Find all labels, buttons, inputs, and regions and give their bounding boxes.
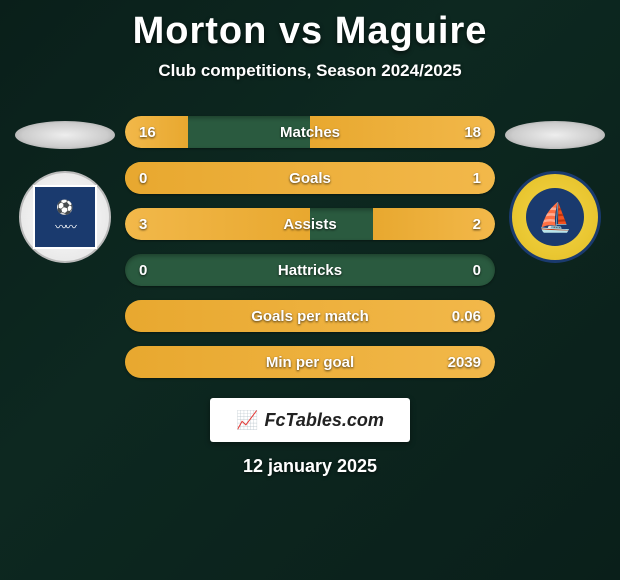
bar-left [125, 116, 188, 148]
chart-icon: 📈 [236, 410, 258, 431]
stat-label: Hattricks [278, 262, 342, 279]
stat-value-right: 18 [464, 124, 481, 141]
brand-logo[interactable]: 📈 FcTables.com [210, 398, 410, 442]
stat-value-right: 2039 [448, 354, 481, 371]
stat-label: Goals per match [251, 308, 369, 325]
stat-label: Assists [283, 216, 336, 233]
page-title: Morton vs Maguire [133, 10, 488, 53]
stat-label: Goals [289, 170, 331, 187]
date-label: 12 january 2025 [243, 456, 377, 477]
stat-value-left: 0 [139, 170, 147, 187]
player-placeholder-right [505, 121, 605, 149]
stat-row: Min per goal 2039 [125, 346, 495, 378]
footer: 📈 FcTables.com 12 january 2025 [210, 398, 410, 477]
stat-value-right: 2 [473, 216, 481, 233]
stat-value-left: 16 [139, 124, 156, 141]
brand-text: FcTables.com [265, 410, 384, 431]
stat-value-right: 0 [473, 262, 481, 279]
stat-row: 3 Assists 2 [125, 208, 495, 240]
team-badge-right: ⛵ [509, 171, 601, 263]
bar-left [125, 208, 310, 240]
ship-icon: ⛵ [526, 188, 584, 246]
main-row: 16 Matches 18 0 Goals 1 3 Assists 2 0 Hattricks 0 Go… [0, 116, 620, 378]
stat-value-left: 0 [139, 262, 147, 279]
team-badge-left [19, 171, 111, 263]
player-placeholder-left [15, 121, 115, 149]
left-team-column [5, 116, 125, 263]
stat-value-right: 0.06 [452, 308, 481, 325]
stat-row: 0 Hattricks 0 [125, 254, 495, 286]
shield-icon [33, 185, 97, 249]
stat-label: Matches [280, 124, 340, 141]
stat-value-left: 3 [139, 216, 147, 233]
stat-label: Min per goal [266, 354, 354, 371]
stat-row: 0 Goals 1 [125, 162, 495, 194]
stats-column: 16 Matches 18 0 Goals 1 3 Assists 2 0 Hattricks 0 Go… [125, 116, 495, 378]
stat-row: Goals per match 0.06 [125, 300, 495, 332]
comparison-card: Morton vs Maguire Club competitions, Sea… [0, 0, 620, 580]
stat-value-right: 1 [473, 170, 481, 187]
stat-row: 16 Matches 18 [125, 116, 495, 148]
right-team-column: ⛵ [495, 116, 615, 263]
page-subtitle: Club competitions, Season 2024/2025 [158, 61, 461, 81]
